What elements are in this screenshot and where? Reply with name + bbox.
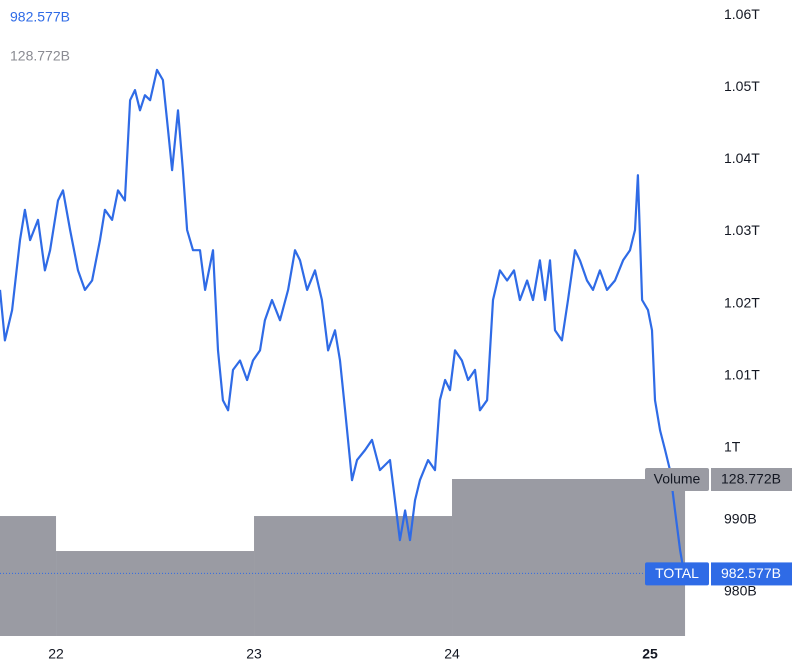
series-name-tag xyxy=(645,468,709,491)
x-tick-label: 25 xyxy=(642,646,658,661)
y-tick-label: 1.05T xyxy=(724,78,760,94)
price-tag-label: 128.772B xyxy=(721,471,781,487)
legend-total-value: 982.577B xyxy=(10,9,70,25)
x-tick-label: 24 xyxy=(444,646,460,661)
x-tick-label: 22 xyxy=(48,646,64,661)
volume-bar xyxy=(452,479,686,636)
y-tick-label: 1.03T xyxy=(724,222,760,238)
y-tick-label: 990B xyxy=(724,511,757,527)
y-tick-label: 1.01T xyxy=(724,366,760,382)
series-name-label: Volume xyxy=(654,471,701,487)
series-name-tag xyxy=(645,562,709,586)
y-tick-label: 980B xyxy=(724,583,757,599)
y-tick-label: 1.04T xyxy=(724,150,760,166)
volume-bar xyxy=(56,551,255,636)
volume-bar xyxy=(0,516,57,636)
y-tick-label: 1.02T xyxy=(724,294,760,310)
volume-bar xyxy=(254,516,453,636)
y-tick-label: 1.06T xyxy=(724,6,760,22)
price-tag-label: 982.577B xyxy=(721,565,781,581)
price-tag xyxy=(711,562,792,586)
x-tick-label: 23 xyxy=(246,646,262,661)
y-tick-label: 1T xyxy=(724,438,741,454)
price-tag xyxy=(711,468,792,491)
price-line xyxy=(0,68,686,574)
series-name-label: TOTAL xyxy=(655,565,699,581)
legend-volume-value: 128.772B xyxy=(10,48,70,64)
